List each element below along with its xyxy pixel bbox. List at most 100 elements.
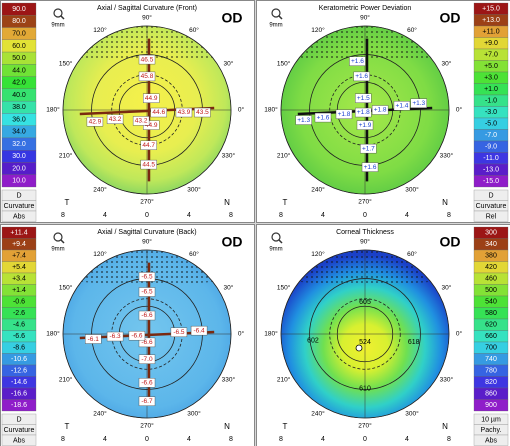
map-value: -6.6	[141, 379, 153, 386]
angle-label: 210°	[277, 152, 291, 160]
scale-swatch	[1, 399, 37, 412]
value-box	[140, 159, 157, 170]
zoom-icon	[53, 232, 63, 242]
scale-label: -11.0	[483, 155, 499, 162]
value-box	[353, 71, 370, 82]
axis-tick-label: 4	[321, 212, 325, 219]
scale-label: 620	[485, 322, 497, 329]
side-label: N	[224, 422, 230, 431]
scale-label: -1.0	[485, 98, 497, 105]
value-box	[138, 272, 156, 282]
scale-footer: D	[16, 416, 21, 423]
angle-label: 270°	[140, 422, 154, 430]
map-value: +1.6	[351, 58, 364, 65]
angle-label: 240°	[93, 185, 107, 193]
map-value: 43.2	[109, 116, 122, 123]
scale-swatch	[1, 174, 37, 188]
map-value: +1.8	[374, 107, 387, 114]
angle-label: 90°	[142, 14, 152, 22]
map-value: +1.8	[357, 109, 370, 116]
scale-label: 460	[485, 276, 497, 283]
angle-label: 0°	[238, 330, 245, 338]
angle-label: 90°	[142, 238, 152, 246]
map-value: 43.5	[196, 109, 209, 116]
value-box	[128, 330, 146, 341]
angle-label: 0°	[456, 106, 463, 114]
value-box	[314, 112, 332, 123]
zoom-label: 9mm	[269, 247, 282, 253]
value-box	[371, 105, 389, 115]
zoom-icon-handle	[278, 15, 283, 20]
scale-label: -6.6	[13, 333, 25, 340]
map-value: +1.4	[396, 103, 409, 110]
map-title: Keratometric Power Deviation	[319, 5, 412, 12]
map-value: -6.5	[141, 289, 153, 296]
value-box	[138, 396, 156, 406]
scale-footer: Abs	[13, 437, 26, 444]
scale-label: +5.4	[12, 264, 26, 271]
value-box	[393, 101, 411, 111]
angle-label: 90°	[360, 14, 370, 22]
scale-footer: D	[16, 192, 21, 199]
angle-label: 30°	[441, 60, 451, 68]
angle-label: 270°	[358, 422, 372, 430]
scale-footer: D	[488, 192, 493, 199]
value-box	[360, 143, 377, 154]
scale-label: +3.4	[12, 276, 26, 283]
angle-label: 120°	[93, 26, 107, 34]
scale-label: +9.4	[12, 241, 26, 248]
thinnest-point	[355, 344, 363, 352]
value-box	[85, 334, 102, 344]
scale-label: -7.0	[485, 132, 497, 139]
angle-label: 180°	[264, 330, 278, 338]
scale-label: +1.4	[12, 287, 26, 294]
axis-tick-label: 8	[229, 212, 233, 219]
angle-label: 150°	[277, 60, 291, 68]
map-value: 45.8	[141, 73, 154, 80]
map-value: 44.9	[145, 95, 158, 102]
value-box	[355, 93, 372, 103]
scale-label: 900	[485, 402, 497, 409]
map-value: +1.3	[297, 117, 310, 124]
value-box	[356, 120, 374, 130]
map-value: +1.6	[355, 73, 368, 80]
value-box	[349, 56, 366, 66]
angle-label: 180°	[46, 106, 60, 114]
angle-label: 120°	[311, 250, 325, 258]
value-box	[175, 107, 193, 118]
scale-label: 660	[485, 333, 497, 340]
axis-tick-label: 4	[405, 212, 409, 219]
scale-label: 20.0	[12, 165, 26, 172]
scale-label: -12.6	[11, 368, 27, 375]
side-label: T	[283, 422, 288, 431]
panel: 90.0 80.0 70.0 60.0 50.0 44.0 42.0 40.0 38.0 36.0…	[0, 0, 255, 223]
scale-label: -9.0	[485, 144, 497, 151]
scale-label: -8.6	[13, 345, 25, 352]
axis-tick-label: 8	[447, 436, 451, 443]
zoom-label: 9mm	[269, 23, 282, 29]
map-value: 524	[359, 339, 371, 346]
map-title: Axial / Sagittal Curvature (Back)	[97, 229, 196, 236]
zoom-icon-handle	[278, 239, 283, 244]
map-value: -6.6	[141, 339, 153, 346]
scale-label: 700	[485, 345, 497, 352]
value-box	[335, 109, 353, 119]
angle-label: 240°	[93, 409, 107, 417]
scale-label: 34.0	[12, 129, 26, 136]
scale-swatch	[473, 175, 509, 188]
map-value: 42.9	[89, 118, 102, 125]
scale-label: 38.0	[12, 104, 26, 111]
value-box	[138, 354, 156, 364]
eye-label: OD	[222, 234, 243, 250]
angle-label: 330°	[440, 152, 454, 160]
angle-label: 300°	[187, 409, 201, 417]
scale-footer: Rel	[486, 213, 497, 220]
value-box	[106, 114, 124, 124]
side-label: T	[65, 422, 70, 431]
scale-label: 780	[485, 368, 497, 375]
scale-footer: 10 µm	[481, 416, 501, 423]
scale-label: -13.0	[483, 167, 499, 174]
value-box	[150, 107, 167, 118]
axis-tick-label: 4	[103, 436, 107, 443]
